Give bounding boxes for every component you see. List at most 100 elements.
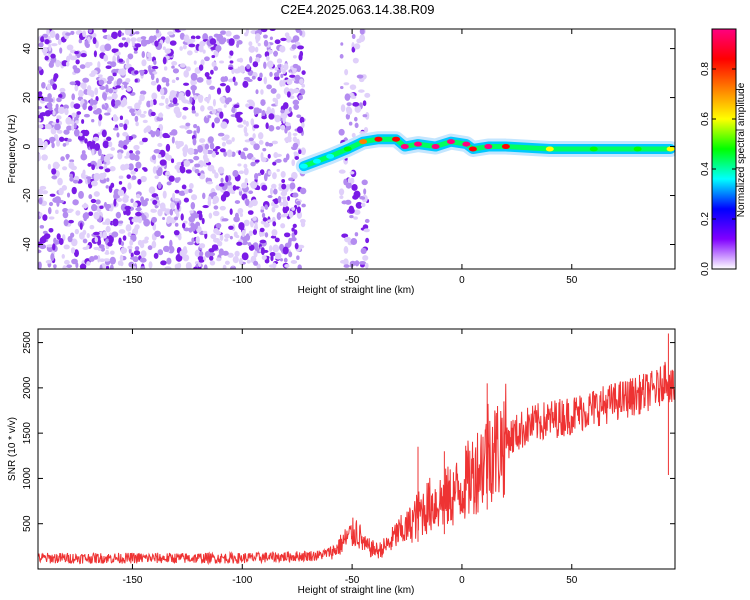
noise-speck (140, 175, 147, 183)
noise-speck (109, 256, 116, 265)
noise-speck (99, 264, 103, 269)
noise-speck (62, 208, 69, 213)
noise-speck (111, 231, 119, 238)
y-tick-label: -40 (22, 237, 33, 252)
noise-speck (250, 199, 258, 207)
noise-speck (179, 125, 187, 129)
noise-speck (268, 113, 275, 120)
noise-speck (41, 46, 48, 54)
noise-speck (183, 160, 191, 167)
noise-speck (152, 199, 158, 205)
signal-point (468, 146, 477, 152)
noise-speck (39, 112, 47, 117)
noise-speck (97, 158, 102, 166)
noise-speck (274, 66, 279, 71)
noise-speck (82, 212, 90, 220)
noise-speck (209, 85, 216, 90)
noise-speck (276, 212, 282, 220)
noise-speck (185, 122, 191, 127)
noise-speck (248, 137, 254, 142)
noise-speck (49, 30, 56, 39)
noise-speck (212, 98, 216, 107)
noise-speck (161, 95, 165, 100)
noise-speck (224, 233, 231, 239)
noise-speck (274, 114, 281, 123)
noise-speck (103, 112, 111, 116)
noise-speck (245, 198, 250, 207)
noise-speck (202, 192, 206, 200)
noise-speck (164, 78, 170, 84)
noise-speck (242, 147, 249, 152)
noise-speck (56, 115, 62, 120)
noise-speck (259, 239, 267, 244)
noise-speck (66, 125, 73, 131)
noise-speck (140, 39, 148, 47)
noise-speck (193, 266, 198, 269)
noise-speck (179, 165, 183, 171)
noise-speck (183, 82, 190, 86)
noise-speck (141, 59, 147, 67)
y-tick-label: 1500 (22, 422, 33, 445)
noise-speck (38, 66, 42, 71)
noise-speck (340, 85, 344, 90)
noise-speck (353, 209, 361, 215)
noise-speck (284, 264, 290, 268)
noise-speck (223, 104, 227, 108)
noise-speck (52, 161, 60, 170)
noise-speck (48, 43, 52, 52)
noise-speck (348, 207, 355, 214)
noise-speck (199, 243, 206, 249)
noise-speck (50, 53, 56, 59)
noise-speck (118, 237, 122, 245)
noise-speck (42, 230, 48, 235)
noise-speck (118, 122, 124, 128)
noise-speck (135, 193, 141, 199)
noise-speck (92, 99, 98, 105)
noise-speck (228, 66, 234, 70)
noise-speck (98, 244, 105, 249)
noise-speck (273, 50, 278, 57)
noise-speck (154, 175, 159, 179)
noise-speck (267, 194, 273, 199)
noise-speck (106, 80, 112, 85)
noise-speck (133, 50, 138, 54)
noise-speck (193, 213, 199, 219)
noise-speck (250, 181, 258, 189)
noise-speck (190, 194, 198, 201)
noise-speck (254, 46, 259, 53)
noise-speck (116, 80, 121, 86)
noise-speck (285, 137, 289, 143)
noise-speck (273, 204, 279, 209)
noise-speck (194, 112, 199, 117)
noise-speck (190, 72, 198, 81)
noise-speck (194, 163, 201, 168)
noise-speck (220, 30, 227, 35)
noise-speck (55, 103, 59, 110)
noise-speck (272, 244, 280, 253)
noise-speck (276, 58, 283, 64)
noise-speck (129, 239, 134, 246)
noise-speck (253, 250, 258, 258)
noise-speck (98, 79, 105, 86)
noise-speck (356, 38, 362, 44)
noise-speck (248, 45, 256, 53)
noise-speck (107, 107, 112, 114)
noise-speck (50, 253, 55, 261)
noise-speck (269, 71, 273, 77)
x-tick-label: -150 (122, 575, 142, 586)
noise-speck (65, 116, 72, 125)
noise-speck (209, 260, 216, 266)
x-tick-label: -150 (122, 275, 142, 286)
noise-speck (52, 110, 56, 116)
noise-speck (359, 131, 366, 135)
noise-speck (292, 132, 298, 137)
noise-speck (247, 78, 253, 82)
noise-speck (55, 209, 59, 215)
noise-speck (165, 36, 171, 44)
noise-speck (215, 45, 222, 52)
noise-speck (94, 236, 99, 243)
noise-speck (261, 115, 267, 120)
noise-speck (120, 84, 125, 91)
noise-speck (262, 217, 268, 222)
noise-speck (349, 84, 357, 90)
